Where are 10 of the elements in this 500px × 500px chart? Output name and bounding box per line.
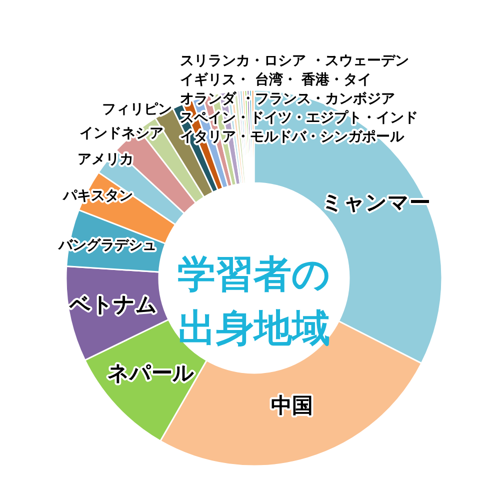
slice-label: フィリピン [102, 102, 172, 118]
slice-label: アメリカ [77, 152, 134, 168]
slice-label: ベトナム [68, 292, 158, 317]
slice-label: ミャンマー [321, 190, 430, 214]
text: 学習者の出身地域 [178, 252, 330, 350]
slice-label: インドネシア [80, 125, 164, 142]
slice-label: ネパール [107, 361, 194, 386]
slice-label: 中国 [271, 393, 314, 418]
text: スリランカ・ロシア ・スウェーデン [180, 53, 409, 69]
text: イギリス・ 台湾・ 香港・タイ [180, 71, 372, 88]
